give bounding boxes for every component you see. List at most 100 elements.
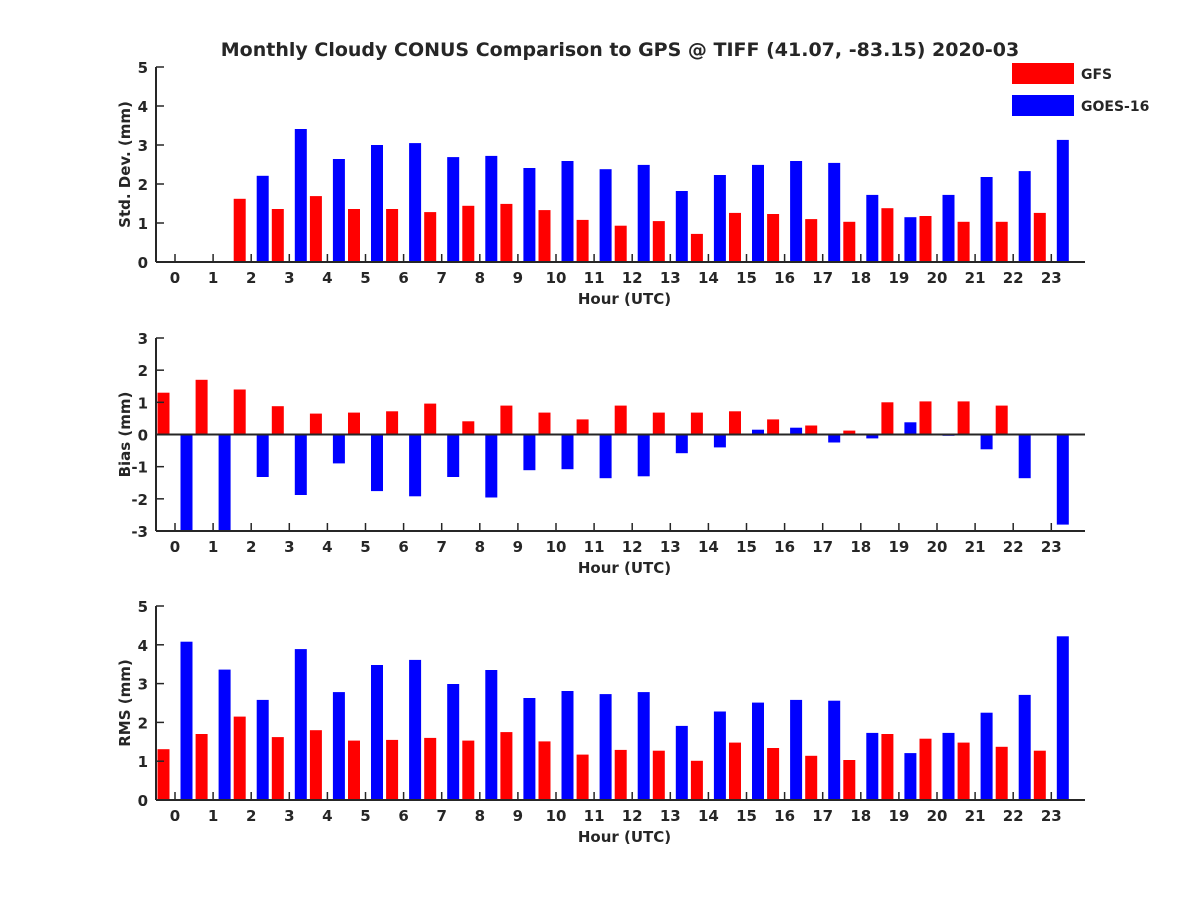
bar-goes-16-hour-5 <box>371 434 383 492</box>
bar-goes-16-hour-18 <box>866 732 879 800</box>
bar-goes-16-hour-2 <box>256 175 269 262</box>
bar-gfs-hour-13 <box>652 750 665 800</box>
y-tick-label: 3 <box>138 330 148 348</box>
bar-gfs-hour-10 <box>538 412 551 435</box>
x-tick-label: 19 <box>888 269 909 287</box>
x-tick-label: 10 <box>546 807 567 825</box>
x-tick-label: 14 <box>698 269 719 287</box>
bar-goes-16-hour-14 <box>713 434 726 448</box>
x-tick-label: 18 <box>850 269 871 287</box>
bar-gfs-hour-22 <box>995 405 1008 435</box>
bar-gfs-hour-15 <box>729 411 741 435</box>
bar-gfs-hour-12 <box>614 405 627 435</box>
bar-goes-16-hour-22 <box>1018 434 1031 479</box>
x-tick-label: 1 <box>208 807 218 825</box>
x-tick-label: 9 <box>513 807 523 825</box>
bar-gfs-hour-4 <box>309 730 322 800</box>
x-tick-label: 18 <box>850 538 871 556</box>
bar-goes-16-hour-17 <box>828 162 841 262</box>
x-tick-label: 20 <box>927 269 948 287</box>
bar-gfs-hour-12 <box>614 225 627 262</box>
bar-goes-16-hour-18 <box>866 194 879 262</box>
x-tick-label: 5 <box>360 269 370 287</box>
x-tick-label: 12 <box>622 538 643 556</box>
bar-gfs-hour-21 <box>957 742 970 800</box>
x-tick-label: 8 <box>475 807 485 825</box>
x-tick-label: 6 <box>398 269 408 287</box>
x-tick-label: 15 <box>736 269 757 287</box>
x-tick-label: 2 <box>246 269 256 287</box>
bar-gfs-hour-1 <box>195 734 208 800</box>
y-tick-label: 0 <box>138 254 148 272</box>
bar-goes-16-hour-19 <box>904 753 917 800</box>
x-tick-label: 14 <box>698 807 719 825</box>
bar-goes-16-hour-4 <box>332 692 345 800</box>
y-tick-label: 5 <box>138 59 148 77</box>
bar-gfs-hour-17 <box>805 425 818 435</box>
x-tick-label: 17 <box>812 807 833 825</box>
x-tick-label: 13 <box>660 538 681 556</box>
bar-gfs-hour-14 <box>690 412 703 435</box>
bar-goes-16-hour-5 <box>371 145 383 262</box>
bar-gfs-hour-21 <box>957 401 970 435</box>
y-tick-label: 1 <box>138 394 148 412</box>
bar-gfs-hour-7 <box>424 403 437 435</box>
bar-gfs-hour-6 <box>386 209 399 262</box>
bar-goes-16-hour-14 <box>713 175 726 262</box>
bar-goes-16-hour-4 <box>332 159 345 262</box>
bar-gfs-hour-8 <box>462 740 475 800</box>
x-tick-label: 19 <box>888 538 909 556</box>
x-tick-label: 3 <box>284 269 294 287</box>
x-tick-label: 22 <box>1003 269 1024 287</box>
x-tick-label: 1 <box>208 538 218 556</box>
bar-gfs-hour-22 <box>995 221 1008 262</box>
y-tick-label: 4 <box>138 98 148 116</box>
bar-goes-16-hour-6 <box>409 434 422 497</box>
bar-gfs-hour-19 <box>881 402 894 435</box>
bar-gfs-hour-10 <box>538 210 551 262</box>
bar-goes-16-hour-12 <box>637 434 650 477</box>
y-tick-label: 1 <box>138 753 148 771</box>
bar-gfs-hour-18 <box>843 760 856 800</box>
bar-goes-16-hour-14 <box>713 711 726 800</box>
bar-goes-16-hour-4 <box>332 434 345 464</box>
bar-goes-16-hour-13 <box>675 725 688 800</box>
bar-gfs-hour-8 <box>462 205 475 262</box>
bar-gfs-hour-16 <box>767 748 780 800</box>
bar-goes-16-hour-18 <box>866 434 879 439</box>
bar-goes-16-hour-3 <box>294 434 307 495</box>
bar-goes-16-hour-2 <box>256 699 269 800</box>
bar-goes-16-hour-7 <box>447 157 460 262</box>
bar-gfs-hour-8 <box>462 421 475 435</box>
bar-gfs-hour-9 <box>500 732 513 800</box>
y-tick-label: 3 <box>138 137 148 155</box>
x-tick-label: 22 <box>1003 538 1024 556</box>
bar-goes-16-hour-12 <box>637 164 650 262</box>
y-axis-label: Std. Dev. (mm) <box>116 101 134 228</box>
x-tick-label: 2 <box>246 807 256 825</box>
x-tick-label: 7 <box>436 807 446 825</box>
bar-gfs-hour-13 <box>652 221 665 262</box>
bar-goes-16-hour-21 <box>980 177 993 262</box>
bar-gfs-hour-3 <box>271 737 284 800</box>
bar-goes-16-hour-1 <box>218 669 231 800</box>
bar-gfs-hour-2 <box>233 716 246 800</box>
bar-goes-16-hour-16 <box>790 427 803 435</box>
bar-goes-16-hour-9 <box>523 168 536 262</box>
bar-gfs-hour-10 <box>538 741 551 800</box>
x-axis-label: Hour (UTC) <box>578 828 671 846</box>
bar-goes-16-hour-11 <box>599 169 612 262</box>
x-tick-label: 7 <box>436 538 446 556</box>
bar-goes-16-hour-7 <box>447 434 460 477</box>
y-tick-label: 2 <box>138 714 148 732</box>
bar-goes-16-hour-5 <box>371 665 383 800</box>
x-tick-label: 21 <box>965 807 986 825</box>
bar-gfs-hour-15 <box>729 742 741 800</box>
bar-goes-16-hour-15 <box>752 164 764 262</box>
legend-label-goes-16: GOES-16 <box>1081 99 1149 115</box>
bar-goes-16-hour-12 <box>637 692 650 800</box>
bar-goes-16-hour-17 <box>828 434 841 443</box>
x-tick-label: 13 <box>660 807 681 825</box>
